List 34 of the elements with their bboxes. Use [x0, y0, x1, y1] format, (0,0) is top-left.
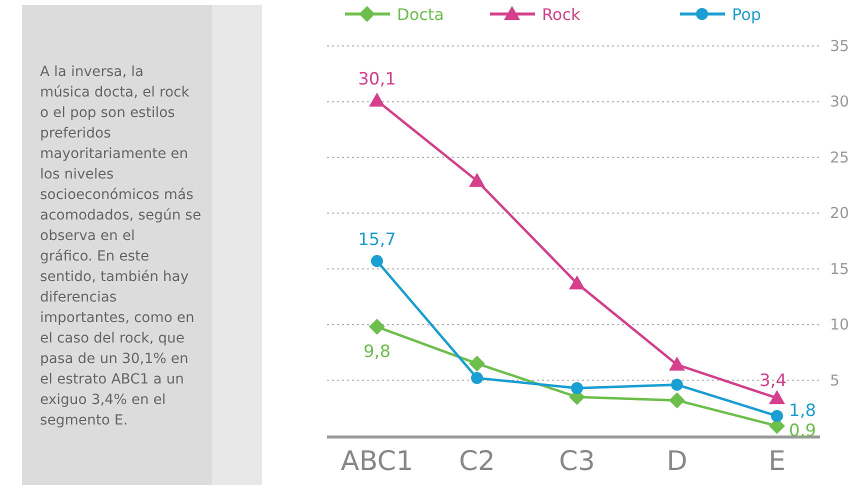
x-tick-label: C3: [558, 446, 596, 477]
y-tick-label: 15: [830, 260, 850, 278]
x-tick-label: ABC1: [340, 446, 414, 477]
legend-label: Docta: [397, 5, 444, 24]
point: [469, 356, 485, 372]
point: [369, 318, 385, 335]
point: [371, 255, 383, 268]
point: [369, 92, 385, 107]
y-tick-label: 5: [830, 371, 840, 390]
x-tick-label: C2: [458, 446, 496, 477]
point: [671, 378, 683, 391]
point: [771, 410, 783, 422]
y-tick-label: 20: [830, 204, 850, 222]
y-tick-label: 35: [830, 37, 850, 55]
legend-label: Rock: [542, 5, 581, 24]
data-label: 30,1: [358, 70, 396, 90]
x-tick-label: E: [768, 446, 786, 477]
point: [769, 390, 785, 404]
point: [471, 372, 483, 384]
y-tick-label: 25: [830, 148, 850, 166]
legend-label: Pop: [732, 5, 762, 24]
y-tick-label: 10: [830, 316, 850, 334]
data-label: 3,4: [759, 371, 787, 392]
text: A la inversa, la música docta, el rock o el pop son estilos preferidos mayoritariamente en los niveles socioeconómicos más acomodados, según se observa en el gráfico. En este sentido, también hay diferencias importantes, como en el caso del rock, que pasa de un 30,1% en el estrato ABC1 a un exiguo 3,4% en el segmento E.: [40, 64, 202, 428]
x-tick-label: D: [666, 446, 688, 477]
point: [569, 275, 585, 290]
point: [669, 392, 685, 408]
data-label: 1,8: [789, 400, 816, 421]
y-tick-label: 30: [830, 92, 850, 111]
data-label: 9,8: [363, 342, 391, 362]
point: [571, 382, 583, 394]
point: [469, 172, 485, 187]
point: [669, 356, 685, 371]
data-label: 15,7: [358, 230, 396, 250]
